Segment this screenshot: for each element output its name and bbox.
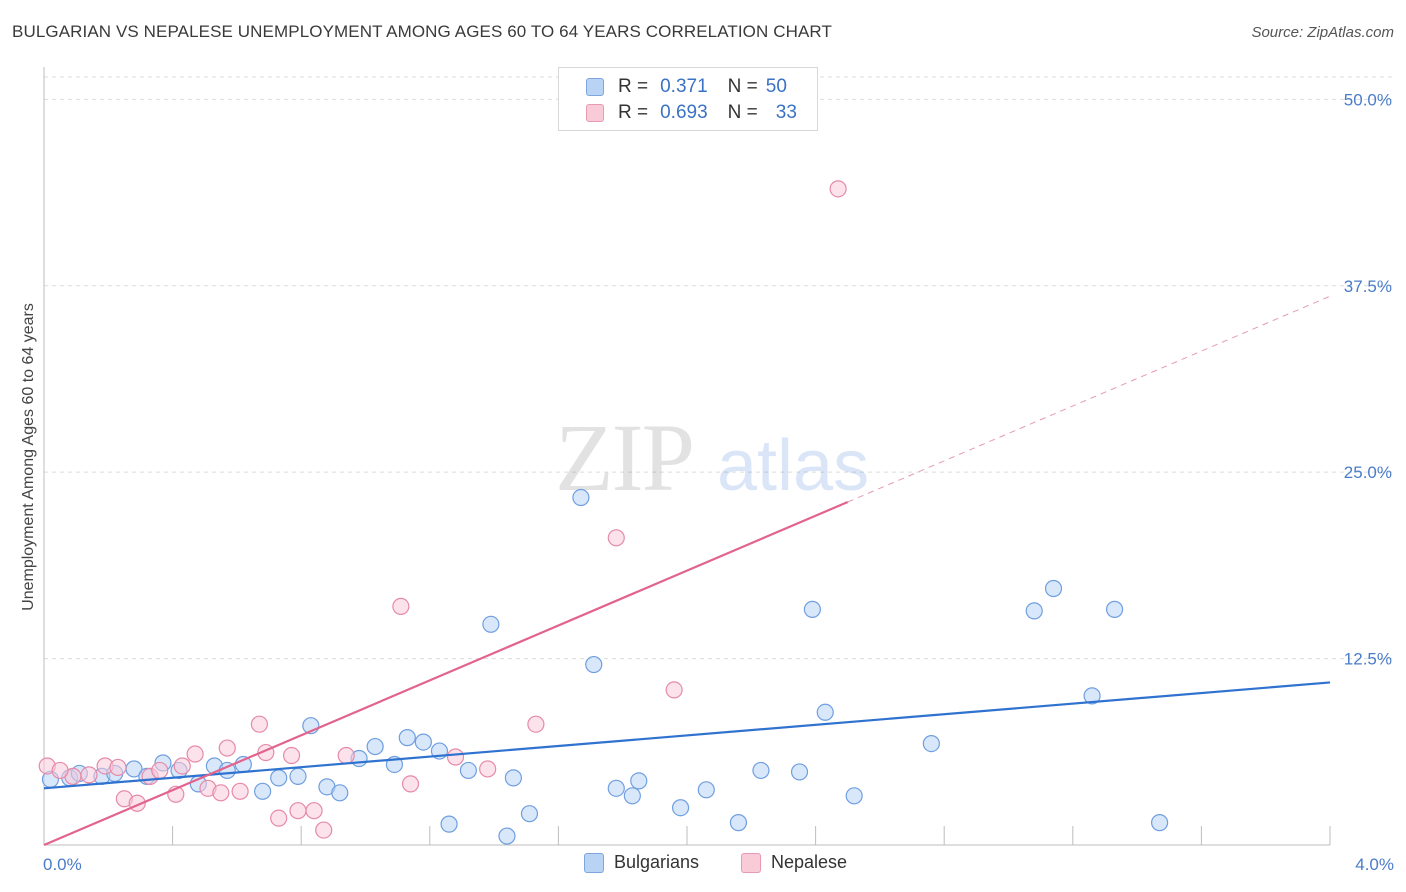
y-axis-label: Unemployment Among Ages 60 to 64 years: [20, 303, 37, 611]
trend-lines: [43, 295, 1331, 847]
bulgarians-trend-line: [43, 681, 1331, 790]
legend-n-label: N =: [727, 76, 758, 97]
nepalese-point: [305, 802, 323, 820]
source-label: Source: ZipAtlas.com: [1251, 24, 1394, 41]
bulgarians-point: [414, 733, 432, 751]
nepalese-point: [80, 766, 98, 784]
bulgarians-point: [1025, 602, 1043, 620]
nepalese-point: [218, 739, 236, 757]
bulgarians-point: [440, 815, 458, 833]
watermark-atlas: atlas: [717, 426, 869, 506]
nepalese-point: [829, 180, 847, 198]
y-tick-label: 37.5%: [1344, 277, 1392, 296]
bottom-legend-nepalese: Nepalese: [741, 852, 847, 873]
nepalese-trend-line: [43, 500, 849, 847]
legend-r-value: 0.371: [660, 76, 708, 97]
bulgarians-point: [1105, 600, 1124, 618]
legend-n-value: 50: [765, 76, 787, 97]
legend-r-label: R =: [618, 76, 649, 97]
bulgarians-point: [254, 782, 272, 800]
x-tick-label: 4.0%: [1355, 855, 1394, 874]
bulgarians-point: [270, 769, 288, 787]
nepalese-point: [607, 529, 625, 547]
bulgarians-point: [729, 814, 748, 832]
bulgarians-point: [498, 827, 516, 845]
nepalese-point: [527, 715, 545, 733]
legend-row-nepalese: R = 0.693 N = 33: [559, 100, 797, 126]
bulgarians-point: [752, 761, 770, 780]
bottom-legend: Bulgarians Nepalese: [0, 852, 1406, 878]
bottom-legend-swatch-nepalese: [741, 852, 761, 873]
nepalese-point: [51, 761, 69, 780]
data-points: [38, 180, 1169, 845]
bottom-legend-swatch-bulgarians: [584, 852, 604, 873]
bulgarians-point: [1151, 814, 1169, 832]
nepalese-point: [446, 748, 465, 766]
nepalese-point: [109, 758, 127, 777]
nepalese-point: [401, 775, 420, 793]
bulgarians-point: [289, 767, 307, 786]
nepalese-point: [282, 746, 301, 765]
legend-swatch-bulgarians: [586, 78, 604, 96]
legend-r-value: 0.693: [660, 102, 708, 123]
nepalese-trend-line: [847, 295, 1331, 503]
nepalese-point: [173, 757, 191, 775]
legend-n-value: 33: [775, 102, 797, 123]
bulgarians-point: [1083, 687, 1101, 705]
bottom-legend-label: Bulgarians: [614, 852, 700, 872]
legend-swatch-nepalese: [586, 104, 604, 122]
legend-row-bulgarians: R = 0.371 N = 50: [559, 74, 787, 100]
chart-title: BULGARIAN VS NEPALESE UNEMPLOYMENT AMONG…: [12, 22, 832, 41]
nepalese-point: [250, 715, 269, 733]
bulgarians-point: [607, 779, 625, 797]
nepalese-point: [231, 782, 249, 800]
bulgarians-point: [1044, 579, 1063, 598]
bulgarians-point: [572, 488, 590, 507]
bulgarians-point: [482, 615, 500, 633]
axes: [43, 67, 1331, 846]
bulgarians-point: [331, 784, 349, 802]
bulgarians-point: [623, 787, 641, 805]
nepalese-point: [289, 802, 307, 820]
bulgarians-point: [845, 787, 863, 805]
legend-n-label: N =: [727, 102, 758, 123]
bulgarians-point: [630, 772, 648, 790]
grid-lines: [44, 76, 1392, 660]
bulgarians-point: [790, 763, 809, 781]
nepalese-point: [315, 821, 333, 839]
nepalese-point: [392, 597, 410, 615]
bulgarians-point: [520, 805, 539, 823]
bulgarians-point: [816, 703, 834, 721]
bottom-legend-bulgarians: Bulgarians: [584, 852, 699, 873]
y-tick-label: 50.0%: [1344, 90, 1392, 109]
nepalese-point: [665, 681, 683, 699]
tick-labels: 12.5% 25.0% 37.5% 50.0% 0.0% 4.0%: [43, 90, 1394, 874]
nepalese-point: [151, 761, 169, 780]
nepalese-point: [270, 809, 288, 827]
nepalese-point: [337, 746, 355, 765]
bulgarians-point: [459, 761, 477, 780]
bulgarians-point: [585, 655, 603, 674]
bulgarians-point: [398, 729, 416, 747]
bottom-legend-label: Nepalese: [771, 852, 848, 872]
bulgarians-point: [366, 737, 384, 756]
legend-r-label: R =: [618, 102, 649, 123]
watermark: ZIP atlas: [555, 404, 869, 511]
nepalese-point: [186, 745, 204, 763]
y-tick-label: 25.0%: [1344, 463, 1392, 482]
legend: R = 0.371 N = 50 R = 0.693 N = 33: [558, 67, 818, 131]
nepalese-point: [212, 784, 230, 802]
x-tick-label: 0.0%: [43, 855, 82, 874]
bulgarians-point: [922, 734, 940, 753]
y-tick-label: 12.5%: [1344, 650, 1392, 669]
bulgarians-point: [504, 769, 522, 787]
bulgarians-point: [697, 781, 715, 799]
bulgarians-point: [671, 799, 690, 817]
nepalese-point: [479, 760, 497, 778]
bulgarians-point: [803, 600, 821, 618]
